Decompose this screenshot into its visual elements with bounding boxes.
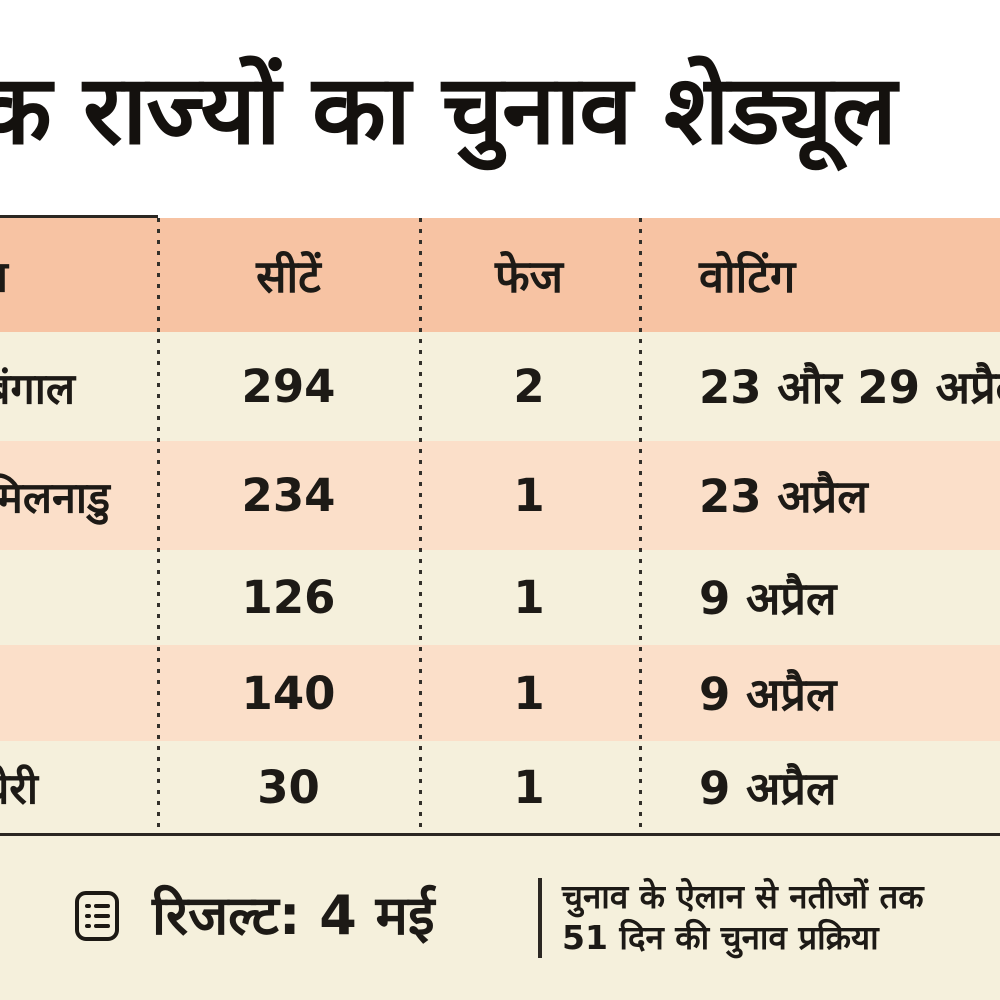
state-name: पुडुचेरी bbox=[0, 764, 38, 815]
result-date: रिजल्ट: 4 मई bbox=[152, 884, 435, 947]
column-header-seats: सीटें bbox=[256, 249, 321, 303]
cell-voting: 9 अप्रैल bbox=[699, 572, 837, 625]
process-note-line1: चुनाव के ऐलान से नतीजों तक bbox=[562, 877, 924, 916]
cell-phase: 1 bbox=[513, 469, 545, 522]
column-divider bbox=[419, 218, 422, 833]
cell-voting: 9 अप्रैल bbox=[699, 761, 837, 815]
state-name: तमिलनाडु bbox=[0, 473, 110, 523]
cell-seats: 126 bbox=[241, 571, 336, 624]
table-header-row: राज्य सीटें फेज वोटिंग bbox=[0, 218, 1000, 332]
header-cell-state: राज्य bbox=[0, 218, 158, 332]
cell-phase: 1 bbox=[513, 666, 545, 720]
column-divider bbox=[157, 218, 160, 833]
footer: रिजल्ट: 4 मई चुनाव के ऐलान से नतीजों तक … bbox=[0, 836, 1000, 1000]
cell-seats: 140 bbox=[241, 666, 336, 720]
cell-voting: 9 अप्रैल bbox=[699, 667, 837, 721]
cell-state: असम bbox=[0, 550, 158, 645]
column-header-voting: वोटिंग bbox=[699, 249, 796, 303]
table-row: पश्चिम बंगाल 294 2 23 और 29 अप्रैल bbox=[0, 332, 1000, 441]
cell-voting: 23 अप्रैल bbox=[699, 470, 868, 523]
cell-state: पुडुचेरी bbox=[0, 741, 158, 833]
cell-seats: 30 bbox=[257, 760, 320, 814]
table-bottom-rule bbox=[0, 833, 1000, 836]
table-row: तमिलनाडु 234 1 23 अप्रैल bbox=[0, 441, 1000, 550]
cell-seats: 234 bbox=[241, 469, 336, 522]
column-divider bbox=[639, 218, 642, 833]
cell-phase: 1 bbox=[513, 760, 545, 814]
title-band: क राज्यों का चुनाव शेड्यूल bbox=[0, 0, 1000, 218]
cell-state: तमिलनाडु bbox=[0, 441, 158, 550]
table-row: पुडुचेरी 30 1 9 अप्रैल bbox=[0, 741, 1000, 833]
process-note-line2: 51 दिन की चुनाव प्रक्रिया bbox=[562, 918, 879, 957]
column-header-phase: फेज bbox=[494, 249, 564, 303]
cell-state: केरल bbox=[0, 645, 158, 741]
table-row: असम 126 1 9 अप्रैल bbox=[0, 550, 1000, 645]
cell-phase: 1 bbox=[513, 571, 545, 624]
process-note: चुनाव के ऐलान से नतीजों तक 51 दिन की चुन… bbox=[562, 876, 924, 958]
table-top-rule bbox=[0, 215, 158, 218]
cell-state: पश्चिम बंगाल bbox=[0, 332, 158, 441]
schedule-table: राज्य सीटें फेज वोटिंग पश्चिम बंगाल 294 … bbox=[0, 218, 1000, 833]
table-row: केरल 140 1 9 अप्रैल bbox=[0, 645, 1000, 741]
state-name: पश्चिम बंगाल bbox=[0, 364, 75, 414]
cell-voting: 23 और 29 अप्रैल bbox=[699, 361, 1000, 414]
page-title: क राज्यों का चुनाव शेड्यूल bbox=[0, 53, 897, 166]
cell-seats: 294 bbox=[241, 360, 336, 413]
column-header-state: राज्य bbox=[0, 246, 8, 305]
list-icon bbox=[74, 890, 120, 946]
cell-phase: 2 bbox=[513, 360, 545, 413]
footer-divider bbox=[538, 878, 542, 958]
